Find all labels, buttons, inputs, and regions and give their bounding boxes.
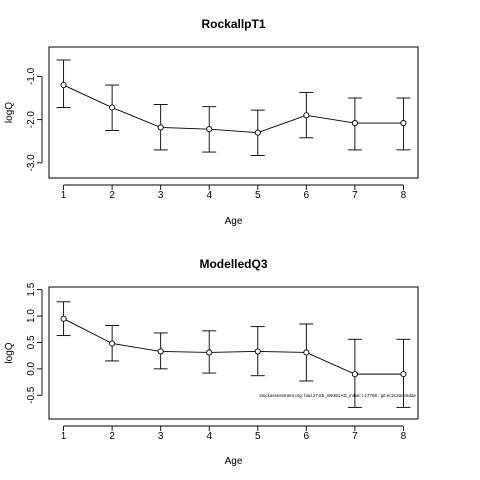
y-tick-label: -1.0 bbox=[26, 67, 37, 85]
chart-panel-rockallpt1: RockallpT1 1 2 3 4 5 6 7 8 Age -3.0 -2.0 -1.0 logQ bbox=[4, 17, 419, 227]
data-point bbox=[400, 120, 407, 127]
x-axis-label: Age bbox=[225, 456, 243, 467]
plot-frame bbox=[48, 46, 419, 179]
data-point bbox=[254, 129, 261, 136]
x-tick-label: 3 bbox=[158, 190, 164, 201]
x-tick-label: 6 bbox=[304, 431, 310, 442]
y-tick-label: 1.5 bbox=[26, 282, 37, 296]
x-axis-label: Age bbox=[225, 216, 243, 227]
data-point bbox=[400, 371, 407, 378]
x-tick-label: 7 bbox=[352, 190, 358, 201]
y-tick-label: -2.0 bbox=[26, 111, 37, 129]
source-note: stockassessment.org; had.27.6b_WKBGAD_in… bbox=[259, 393, 416, 398]
x-tick-label: 2 bbox=[109, 431, 115, 442]
x-tick-label: 3 bbox=[158, 431, 164, 442]
x-tick-label: 7 bbox=[352, 431, 358, 442]
y-axis-label: logQ bbox=[4, 342, 15, 363]
x-tick-label: 4 bbox=[206, 431, 212, 442]
plot-frame bbox=[48, 286, 419, 420]
data-point bbox=[109, 340, 116, 347]
data-point bbox=[60, 81, 67, 89]
data-point bbox=[303, 112, 310, 119]
y-tick-label: 1.0 bbox=[26, 309, 37, 323]
data-point bbox=[206, 349, 213, 356]
series-line bbox=[63, 318, 404, 375]
data-point bbox=[254, 348, 261, 355]
x-tick-label: 1 bbox=[61, 431, 67, 442]
x-tick-label: 2 bbox=[109, 190, 115, 201]
y-tick-label: -3.0 bbox=[26, 154, 37, 172]
y-tick-label: 0.5 bbox=[26, 335, 37, 349]
data-point bbox=[157, 348, 164, 355]
chart-panel-modelledq3: ModelledQ3 1 2 3 4 5 6 7 8 Age -0.5 0.0 0.5 1.0 1.5 log… bbox=[4, 257, 419, 467]
x-tick-label: 4 bbox=[206, 190, 212, 201]
y-tick-label: -0.5 bbox=[26, 386, 37, 404]
x-tick-label: 8 bbox=[401, 190, 407, 201]
x-tick-label: 5 bbox=[255, 190, 261, 201]
data-point bbox=[206, 126, 213, 133]
data-point bbox=[157, 124, 164, 131]
x-tick-label: 8 bbox=[401, 431, 407, 442]
chart-title: RockallpT1 bbox=[201, 17, 265, 31]
x-tick-label: 1 bbox=[61, 190, 67, 201]
data-point bbox=[60, 315, 67, 322]
y-tick-label: 0.0 bbox=[26, 361, 37, 375]
x-tick-label: 6 bbox=[304, 190, 310, 201]
series-line bbox=[63, 84, 404, 134]
y-axis-label: logQ bbox=[4, 102, 15, 123]
data-point bbox=[109, 104, 116, 111]
data-point bbox=[351, 120, 358, 127]
chart-title: ModelledQ3 bbox=[199, 257, 267, 271]
data-point bbox=[303, 349, 310, 356]
data-point bbox=[351, 371, 358, 378]
x-tick-label: 5 bbox=[255, 431, 261, 442]
